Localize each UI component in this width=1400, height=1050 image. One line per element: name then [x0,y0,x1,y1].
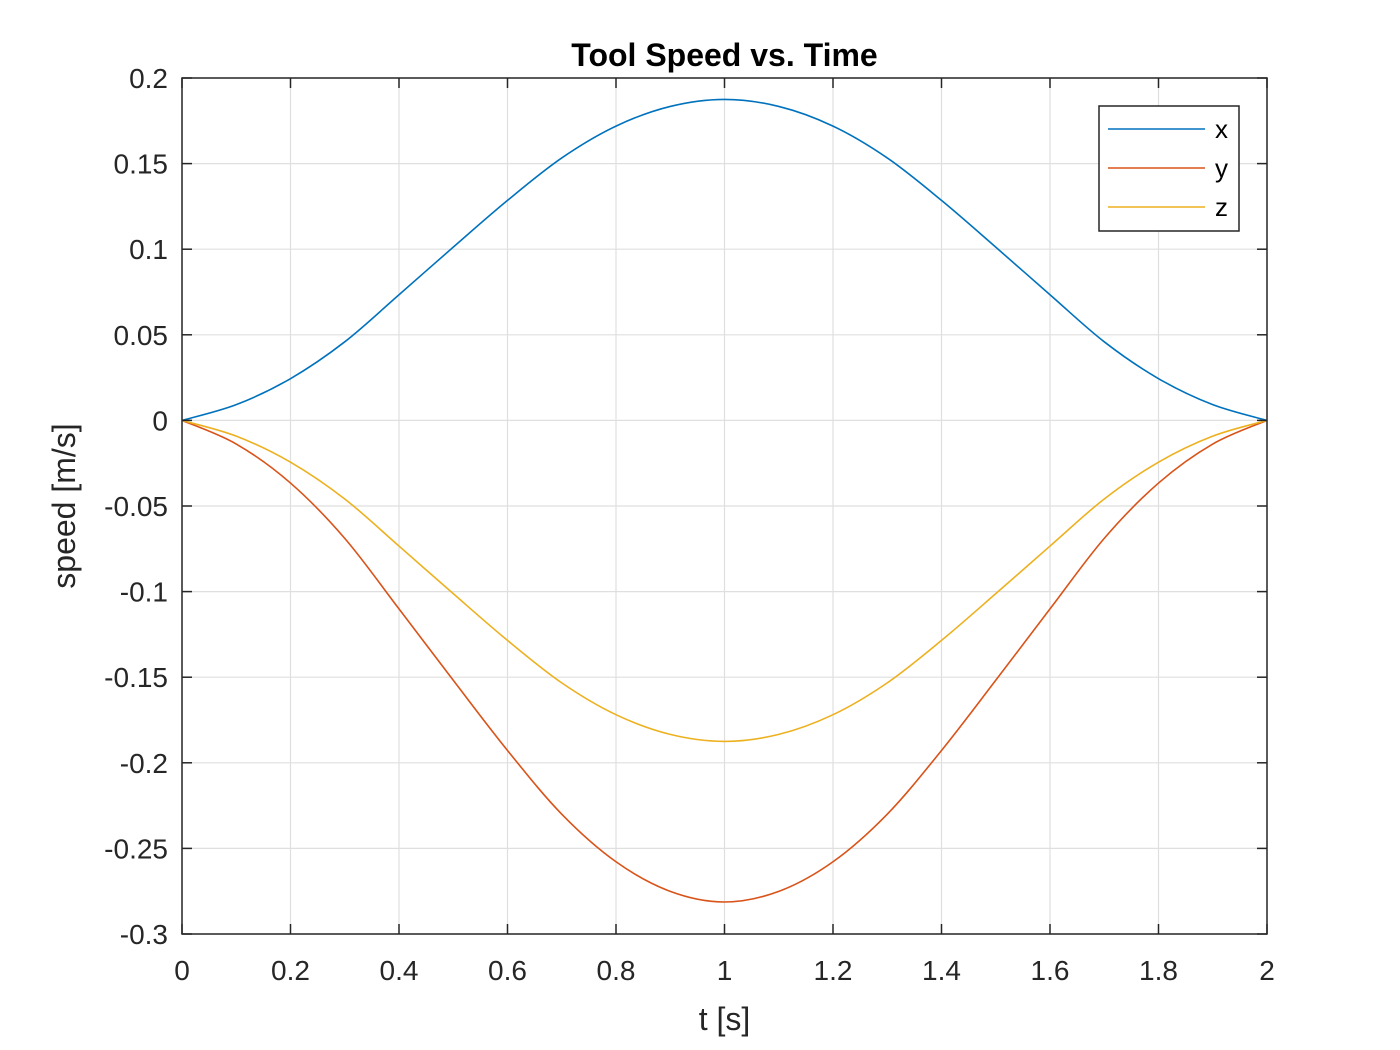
series-line-y [181,419,1268,903]
x-tick-labels: 0 0.2 0.4 0.6 0.8 1 1.2 1.4 1.6 1.8 2 [174,955,1275,986]
legend-label-y: y [1215,153,1228,183]
y-tick-label: -0.1 [120,577,168,608]
y-tick-label: -0.05 [104,491,168,522]
chart-title: Tool Speed vs. Time [571,37,877,73]
plot-area [181,77,1268,935]
y-tick-label: 0.2 [129,63,168,94]
x-tick-label: 1.2 [814,955,853,986]
x-tick-label: 0.6 [488,955,527,986]
x-axis-label: t [s] [699,1001,751,1037]
y-tick-label: -0.25 [104,833,168,864]
y-tick-labels: -0.3 -0.25 -0.2 -0.15 -0.1 -0.05 0 0.05 0.1 0.15 0… [104,63,168,950]
y-tick-label: 0 [152,405,168,436]
x-tick-label: 0.2 [271,955,310,986]
series-line-z [181,419,1268,743]
x-tick-label: 1.6 [1031,955,1070,986]
x-tick-label: 0.8 [597,955,636,986]
y-tick-label: 0.1 [129,234,168,265]
x-tick-label: 1.4 [922,955,961,986]
series-layer [181,98,1268,903]
legend[interactable]: xyz [1098,105,1240,232]
x-tick-label: 2 [1259,955,1275,986]
y-tick-label: -0.3 [120,919,168,950]
y-tick-label: -0.15 [104,662,168,693]
x-tick-label: 1 [717,955,733,986]
x-tick-label: 1.8 [1139,955,1178,986]
x-tick-label: 0 [174,955,190,986]
ticks [181,77,1268,935]
legend-label-x: x [1215,114,1228,144]
y-tick-label: 0.05 [114,320,169,351]
legend-label-z: z [1215,192,1228,222]
y-axis-label: speed [m/s] [46,423,82,588]
y-tick-label: -0.2 [120,748,168,779]
y-tick-label: 0.15 [114,149,169,180]
x-tick-label: 0.4 [380,955,419,986]
series-line-x [181,98,1268,422]
